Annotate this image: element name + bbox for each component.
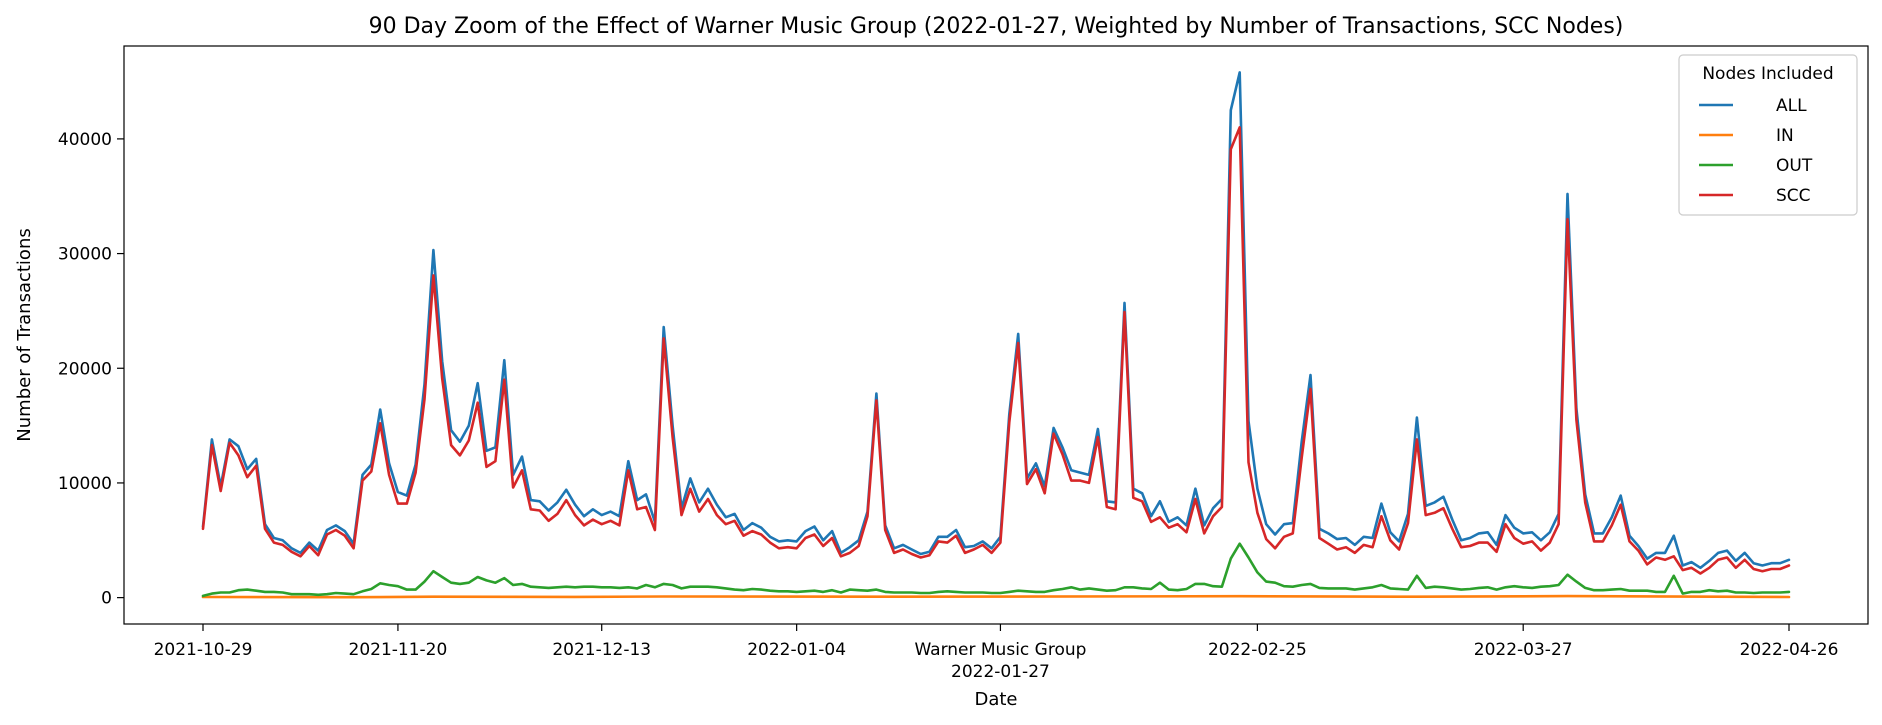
y-tick-label: 10000 xyxy=(58,474,112,494)
x-tick-label: 2022-01-04 xyxy=(747,640,846,660)
plot-frame xyxy=(123,45,1869,625)
x-tick-label: 2022-03-27 xyxy=(1474,640,1573,660)
legend-box xyxy=(1678,54,1858,216)
legend-label-in: IN xyxy=(1776,126,1794,146)
x-tick-label: 2021-10-29 xyxy=(154,640,253,660)
legend-label-out: OUT xyxy=(1776,156,1813,176)
series-layer xyxy=(201,71,1791,599)
y-tick-label: 30000 xyxy=(58,245,112,265)
x-tick-label: Warner Music Group xyxy=(914,640,1086,660)
y-tick-label: 40000 xyxy=(58,130,112,150)
chart-title: 90 Day Zoom of the Effect of Warner Musi… xyxy=(369,14,1624,39)
series-line-all xyxy=(201,71,1791,570)
legend-label-all: ALL xyxy=(1776,96,1807,116)
x-tick-label: 2021-11-20 xyxy=(349,640,448,660)
legend: Nodes Included ALL IN OUT SCC xyxy=(1678,54,1858,216)
legend-title: Nodes Included xyxy=(1702,64,1833,84)
x-tick-label: 2022-02-25 xyxy=(1208,640,1307,660)
y-tick-label: 20000 xyxy=(58,359,112,379)
y-tick-label: 0 xyxy=(101,589,112,609)
x-tick-label: 2021-12-13 xyxy=(552,640,651,660)
y-axis: 0 10000 20000 30000 40000 xyxy=(58,130,124,609)
series-line-scc xyxy=(201,126,1791,575)
x-axis-label: Date xyxy=(974,689,1017,710)
x-axis: 2021-10-29 2021-11-20 2021-12-13 2022-01-04… xyxy=(154,624,1839,682)
x-tick-label: 2022-01-27 xyxy=(951,662,1050,682)
x-tick-label: 2022-04-26 xyxy=(1740,640,1839,660)
legend-label-scc: SCC xyxy=(1776,186,1811,206)
series-line-out xyxy=(201,542,1791,598)
y-axis-label: Number of Transactions xyxy=(14,228,35,441)
series-line-in xyxy=(201,594,1791,599)
